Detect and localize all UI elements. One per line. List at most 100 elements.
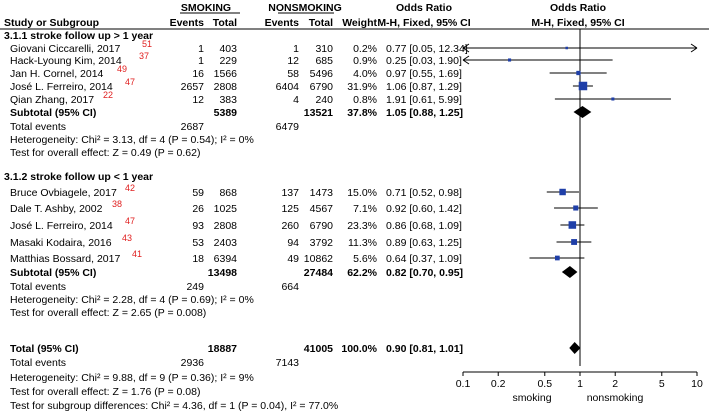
total-2: 310 bbox=[315, 43, 333, 55]
subtotal-total-2: 13521 bbox=[304, 107, 333, 119]
total-1: 1025 bbox=[214, 203, 238, 215]
total-label: Total (95% CI) bbox=[10, 343, 79, 355]
events-1: 2936 bbox=[181, 357, 205, 369]
events-2: 125 bbox=[281, 203, 299, 215]
total-1: 403 bbox=[219, 43, 237, 55]
odds-ratio-header-left: Odds Ratio bbox=[396, 2, 452, 14]
subtotal-weight: 62.2% bbox=[347, 267, 377, 279]
events-row-1: Total events 2687 6479 bbox=[10, 121, 299, 133]
total-2: 685 bbox=[315, 55, 333, 67]
study-name: Qian Zhang, 2017 bbox=[10, 94, 94, 106]
events-label: Total events bbox=[10, 121, 66, 133]
events-1: 1 bbox=[198, 55, 204, 67]
events-1: 26 bbox=[192, 203, 204, 215]
group-2-title: 3.1.2 stroke follow up < 1 year bbox=[4, 171, 153, 183]
study-name: Masaki Kodaira, 2016 bbox=[10, 237, 112, 249]
study-square bbox=[576, 71, 580, 75]
study-ref: 37 bbox=[139, 51, 149, 61]
or-ci: 0.71 [0.52, 0.98] bbox=[386, 187, 462, 199]
events-2: 94 bbox=[287, 237, 299, 249]
events-2: 6404 bbox=[276, 81, 300, 93]
total-2: 3792 bbox=[310, 237, 334, 249]
study-row-8: José L. Ferreiro, 2014 47 93 2808 260 67… bbox=[10, 216, 462, 232]
tick-label: 0.1 bbox=[456, 378, 471, 390]
study-name: José L. Ferreiro, 2014 bbox=[10, 220, 113, 232]
subtotal-diamond bbox=[574, 106, 592, 118]
events-1: 249 bbox=[186, 281, 204, 293]
study-row-9: Masaki Kodaira, 2016 43 53 2403 94 3792 … bbox=[10, 233, 462, 249]
total-events-row: Total events 2936 7143 bbox=[10, 357, 299, 369]
events-2: 137 bbox=[281, 187, 299, 199]
study-name: Dale T. Ashby, 2002 bbox=[10, 203, 103, 215]
tick-label: 0.2 bbox=[491, 378, 506, 390]
study-square bbox=[569, 221, 577, 229]
study-square bbox=[571, 239, 577, 245]
events-2: 6479 bbox=[276, 121, 300, 133]
subtotal-row-2: Subtotal (95% CI) 13498 27484 62.2% 0.82… bbox=[10, 267, 463, 279]
total-heterogeneity: Heterogeneity: Chi² = 9.88, df = 9 (P = … bbox=[10, 372, 254, 384]
subtotal-total-1: 13498 bbox=[208, 267, 237, 279]
subtotal-row-1: Subtotal (95% CI) 5389 13521 37.8% 1.05 … bbox=[10, 107, 463, 119]
total-1: 383 bbox=[219, 94, 237, 106]
study-ref: 42 bbox=[125, 183, 135, 193]
heterogeneity-1: Heterogeneity: Chi² = 3.13, df = 4 (P = … bbox=[10, 134, 254, 146]
total-1: 229 bbox=[219, 55, 237, 67]
weight: 5.6% bbox=[353, 253, 377, 265]
total-1: 1566 bbox=[214, 68, 238, 80]
events-1: 2657 bbox=[181, 81, 205, 93]
subtotal-or-ci: 1.05 [0.88, 1.25] bbox=[386, 107, 463, 119]
tick-label: 5 bbox=[659, 378, 665, 390]
events-label: Total events bbox=[10, 357, 66, 369]
total-1: 6394 bbox=[214, 253, 238, 265]
weight: 15.0% bbox=[347, 187, 377, 199]
study-ref: 38 bbox=[112, 199, 122, 209]
smoking-header: SMOKING bbox=[181, 2, 231, 14]
total-2: 4567 bbox=[310, 203, 334, 215]
study-square bbox=[559, 189, 565, 195]
axis-label-right: nonsmoking bbox=[587, 392, 644, 404]
study-ref: 47 bbox=[125, 77, 135, 87]
or-ci: 0.77 [0.05, 12.34] bbox=[386, 43, 468, 55]
study-name: Hack-Lyoung Kim, 2014 bbox=[10, 55, 122, 67]
col-study: Study or Subgroup bbox=[4, 17, 99, 29]
weight: 11.3% bbox=[348, 237, 377, 249]
study-row-6: Bruce Ovbiagele, 2017 42 59 868 137 1473… bbox=[10, 183, 462, 199]
or-ci: 0.25 [0.03, 1.90] bbox=[386, 55, 462, 67]
weight: 31.9% bbox=[347, 81, 377, 93]
study-ref: 43 bbox=[122, 233, 132, 243]
study-ref: 47 bbox=[125, 216, 135, 226]
overall-diamond bbox=[569, 342, 580, 354]
group-1-title: 3.1.1 stroke follow up > 1 year bbox=[4, 30, 153, 42]
events-2: 1 bbox=[293, 43, 299, 55]
weight: 0.9% bbox=[353, 55, 377, 67]
or-ci: 0.86 [0.68, 1.09] bbox=[386, 220, 462, 232]
study-ref: 51 bbox=[142, 39, 152, 49]
study-name: José L. Ferreiro, 2014 bbox=[10, 81, 113, 93]
study-square bbox=[611, 97, 614, 100]
events-2: 664 bbox=[281, 281, 299, 293]
total-row: Total (95% CI) 18887 41005 100.0% 0.90 [… bbox=[10, 343, 463, 355]
events-1: 18 bbox=[192, 253, 204, 265]
study-ref: 22 bbox=[103, 90, 113, 100]
study-square bbox=[565, 47, 568, 50]
odds-ratio-header-right: Odds Ratio bbox=[550, 2, 606, 14]
total-total-1: 18887 bbox=[208, 343, 237, 355]
total-or-ci: 0.90 [0.81, 1.01] bbox=[386, 343, 463, 355]
total-2: 240 bbox=[315, 94, 333, 106]
weight: 23.3% bbox=[347, 220, 377, 232]
study-ref: 49 bbox=[117, 64, 127, 74]
weight: 0.2% bbox=[353, 43, 377, 55]
or-ci: 0.89 [0.63, 1.25] bbox=[386, 237, 462, 249]
weight: 4.0% bbox=[353, 68, 377, 80]
subtotal-diamond bbox=[562, 266, 578, 278]
events-1: 53 bbox=[192, 237, 204, 249]
tick-label: 2 bbox=[612, 378, 618, 390]
or-ci: 0.97 [0.55, 1.69] bbox=[386, 68, 462, 80]
heterogeneity-2: Heterogeneity: Chi² = 2.28, df = 4 (P = … bbox=[10, 294, 254, 306]
subtotal-weight: 37.8% bbox=[347, 107, 377, 119]
tick-label: 0.5 bbox=[537, 378, 552, 390]
study-name: Matthias Bossard, 2017 bbox=[10, 253, 120, 265]
total-weight: 100.0% bbox=[341, 343, 377, 355]
